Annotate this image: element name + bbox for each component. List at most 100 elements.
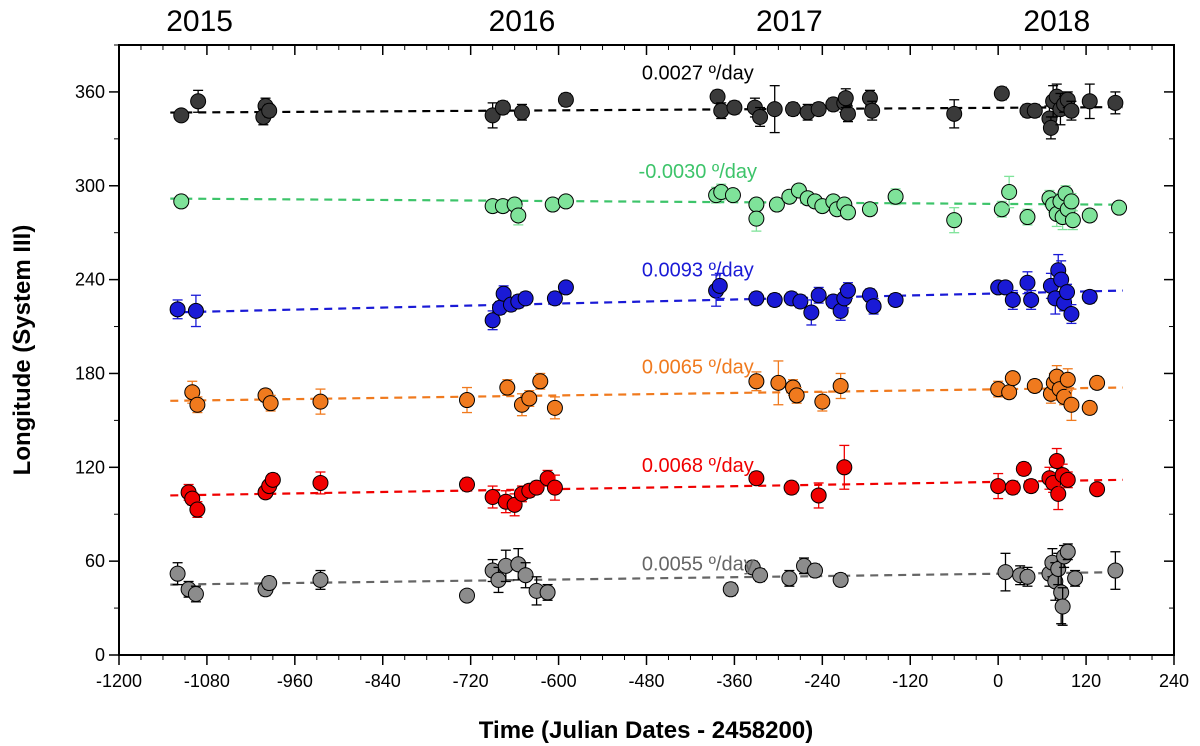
x-tick-label: -840	[365, 671, 401, 691]
data-point-black	[190, 93, 207, 110]
trend-line-red	[170, 478, 1123, 497]
data-point-orange	[532, 373, 549, 390]
data-point-blue	[187, 302, 204, 319]
data-point-green	[1111, 199, 1128, 216]
data-point-green	[1081, 207, 1098, 224]
data-point-orange	[1026, 377, 1043, 394]
data-point-blue	[484, 312, 501, 329]
data-point-red	[459, 476, 476, 493]
data-point-orange	[1059, 371, 1076, 388]
data-point-blue	[887, 291, 904, 308]
data-point-black	[785, 101, 802, 118]
data-point-green	[768, 196, 785, 213]
x-tick-label: -360	[716, 671, 752, 691]
x-tick-label: -120	[892, 671, 928, 691]
data-point-gray	[261, 575, 278, 592]
trend-line-blue	[170, 289, 1123, 314]
axes-ticks: -1200 -1080 -960 -840 -720 -600 -480 -360 -240 -1…	[75, 44, 1189, 691]
data-point-green	[993, 201, 1010, 218]
year-labels: 2015 2016 2017 2018	[166, 5, 1090, 38]
data-point-red	[528, 479, 545, 496]
data-point-blue	[1019, 274, 1036, 291]
data-point-green	[887, 188, 904, 205]
data-point-gray	[832, 571, 849, 588]
x-tick-label: -600	[541, 671, 577, 691]
data-point-black	[1063, 102, 1080, 119]
data-point-orange	[546, 399, 563, 416]
data-point-blue	[766, 291, 783, 308]
data-point-blue	[169, 301, 186, 318]
data-point-green	[861, 201, 878, 218]
data-point-orange	[459, 392, 476, 409]
data-point-black	[752, 108, 769, 125]
data-point-green	[1064, 212, 1081, 229]
data-point-orange	[189, 396, 206, 413]
y-tick-label: 60	[85, 551, 105, 571]
slope-label-gray: 0.0055 º/day	[642, 554, 754, 576]
data-point-green	[510, 207, 527, 224]
trend-line-orange	[170, 386, 1123, 402]
data-point-blue	[495, 285, 512, 302]
data-point-orange	[499, 379, 516, 396]
data-point-orange	[1001, 384, 1018, 401]
trend-lines	[170, 105, 1123, 586]
year-label: 2017	[756, 5, 823, 38]
data-point-red	[1023, 478, 1040, 495]
data-point-green	[557, 193, 574, 210]
data-point-green	[1063, 193, 1080, 210]
x-tick-label: -960	[277, 671, 313, 691]
year-label: 2018	[1023, 5, 1090, 38]
data-point-blue	[748, 290, 765, 307]
data-point-black	[261, 102, 278, 119]
data-point-black	[726, 99, 743, 116]
data-point-gray	[312, 571, 329, 588]
data-point-black	[766, 101, 783, 118]
data-point-black	[557, 91, 574, 108]
data-point-black	[713, 102, 730, 119]
data-point-gray	[752, 567, 769, 584]
data-point-gray	[169, 565, 186, 582]
slope-label-red: 0.0068 º/day	[642, 455, 754, 477]
data-point-red	[836, 459, 853, 476]
data-point-gray	[1054, 598, 1071, 615]
data-point-red	[990, 478, 1007, 495]
slope-label-black: 0.0027 º/day	[642, 62, 754, 84]
data-point-red	[1050, 485, 1067, 502]
data-points	[169, 83, 1128, 626]
data-point-orange	[832, 377, 849, 394]
data-point-red	[189, 501, 206, 518]
data-point-gray	[1067, 570, 1084, 587]
data-point-green	[1001, 184, 1018, 201]
data-point-black	[1081, 93, 1098, 110]
data-point-gray	[490, 571, 507, 588]
y-tick-label: 0	[95, 645, 105, 665]
data-point-green	[724, 187, 741, 204]
data-point-red	[1004, 479, 1021, 496]
slope-label-blue: 0.0093 º/day	[642, 259, 754, 281]
data-point-gray	[997, 564, 1014, 581]
data-point-orange	[312, 393, 329, 410]
trend-line-gray	[170, 571, 1123, 586]
data-point-orange	[1081, 399, 1098, 416]
data-point-gray	[517, 567, 534, 584]
data-point-blue	[1004, 291, 1021, 308]
data-point-red	[1089, 481, 1106, 498]
data-point-red	[546, 479, 563, 496]
data-point-red	[264, 471, 281, 488]
year-label: 2016	[489, 5, 556, 38]
y-tick-label: 300	[75, 176, 105, 196]
data-point-orange	[1089, 374, 1106, 391]
data-point-gray	[539, 584, 556, 601]
data-point-gray	[807, 562, 824, 579]
data-point-blue	[803, 304, 820, 321]
x-tick-label: 240	[1159, 671, 1189, 691]
data-point-orange	[788, 387, 805, 404]
data-point-orange	[262, 395, 279, 412]
data-point-blue	[792, 293, 809, 310]
data-point-gray	[1019, 568, 1036, 585]
y-tick-label: 240	[75, 270, 105, 290]
data-point-blue	[546, 290, 563, 307]
data-point-red	[1015, 460, 1032, 477]
x-tick-label: -240	[804, 671, 840, 691]
data-point-orange	[1004, 370, 1021, 387]
